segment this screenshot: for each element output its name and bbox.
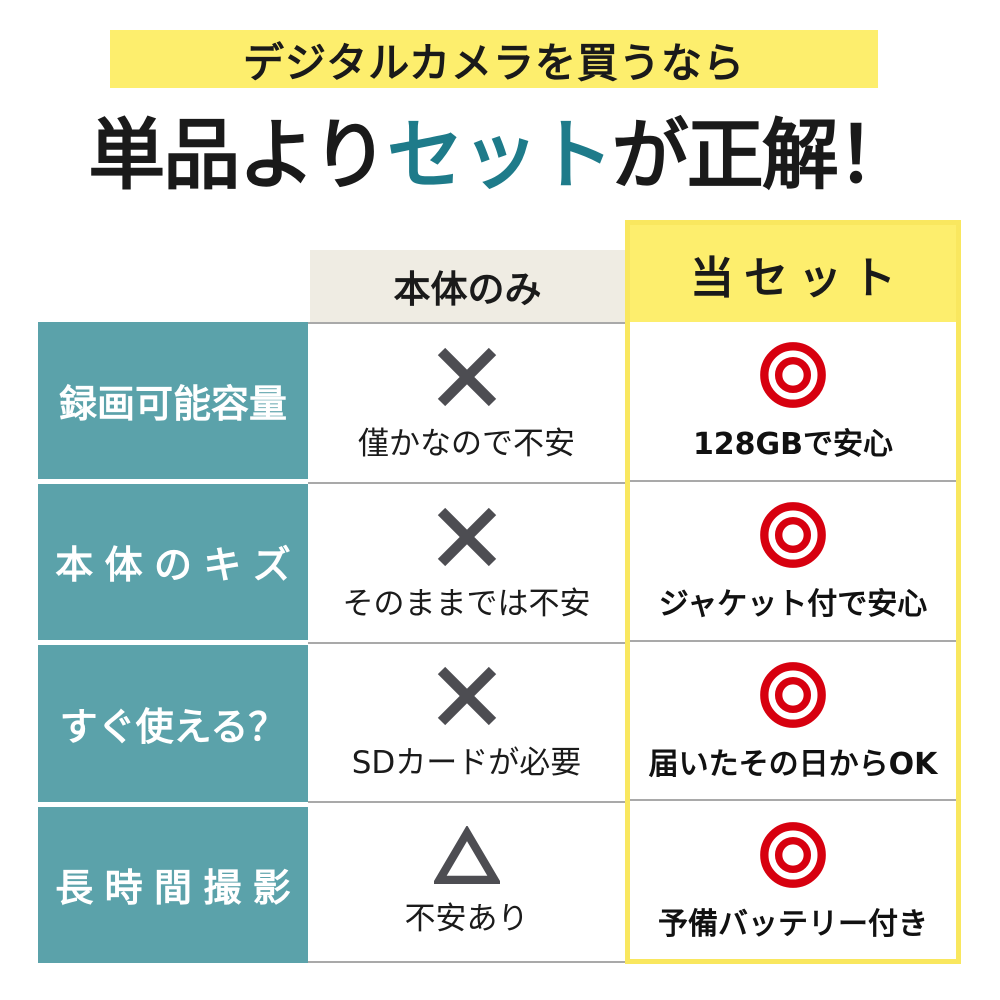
set-cell-body-scratches: ジャケット付で安心 xyxy=(630,479,956,640)
title-prefix: 単品より xyxy=(88,111,388,201)
cross-icon xyxy=(437,667,496,726)
set-cell-long-recording: 予備バッテリー付き xyxy=(630,799,956,959)
row-label-column: 録画可能容量 本体のキズ すぐ使える？ 長時間撮影 xyxy=(38,322,308,963)
top-banner-text: デジタルカメラを買うなら xyxy=(243,39,745,87)
set-caption: 予備バッテリー付き xyxy=(658,906,928,942)
set-cell-ready-to-use: 届いたその日からOK xyxy=(630,639,956,800)
column-header-body-only-label: 本体のみ xyxy=(393,268,542,311)
page-title: 単品より セット が正解！ xyxy=(0,94,1000,204)
body-only-cell-long-recording: 不安あり xyxy=(308,801,625,961)
triangle-icon xyxy=(433,826,500,885)
set-caption: 128GBで安心 xyxy=(692,427,894,463)
double-circle-icon xyxy=(760,662,826,728)
set-caption: ジャケット付で安心 xyxy=(658,587,928,623)
double-circle-icon xyxy=(760,342,826,409)
double-circle-icon xyxy=(760,821,826,888)
column-header-set-label: 当セット xyxy=(690,252,906,304)
row-label-long-recording: 長時間撮影 xyxy=(38,806,308,963)
cross-icon xyxy=(437,347,496,407)
title-highlight: セット xyxy=(386,111,614,201)
body-only-caption: 不安あり xyxy=(404,901,529,938)
body-only-cell-recording-capacity: 僅かなので不安 xyxy=(308,324,625,482)
set-column-cells: 128GBで安心 ジャケット付で安心 届いたその日からOK xyxy=(630,322,956,959)
body-only-caption: 僅かなので不安 xyxy=(358,425,575,462)
body-only-column: 僅かなので不安 そのままでは不安 SDカードが必要 不安あり xyxy=(308,322,625,963)
set-column: 当セット 128GBで安心 ジャケット付で安心 xyxy=(625,220,961,964)
set-caption: 届いたその日からOK xyxy=(648,746,938,782)
row-label-body-scratches: 本体のキズ xyxy=(38,483,308,640)
column-header-body-only: 本体のみ xyxy=(310,250,625,322)
top-banner: デジタルカメラを買うなら xyxy=(110,30,878,88)
body-only-cell-body-scratches: そのままでは不安 xyxy=(308,481,625,642)
body-only-caption: そのままでは不安 xyxy=(342,585,591,622)
body-only-cell-ready-to-use: SDカードが必要 xyxy=(308,641,625,802)
set-cell-recording-capacity: 128GBで安心 xyxy=(630,322,956,480)
double-circle-icon xyxy=(760,502,826,568)
cross-icon xyxy=(437,507,496,566)
column-header-set: 当セット xyxy=(630,225,956,322)
row-label-ready-to-use: すぐ使える？ xyxy=(38,645,308,802)
title-suffix: が正解！ xyxy=(611,111,914,201)
body-only-caption: SDカードが必要 xyxy=(351,745,582,782)
row-label-recording-capacity: 録画可能容量 xyxy=(38,322,308,479)
